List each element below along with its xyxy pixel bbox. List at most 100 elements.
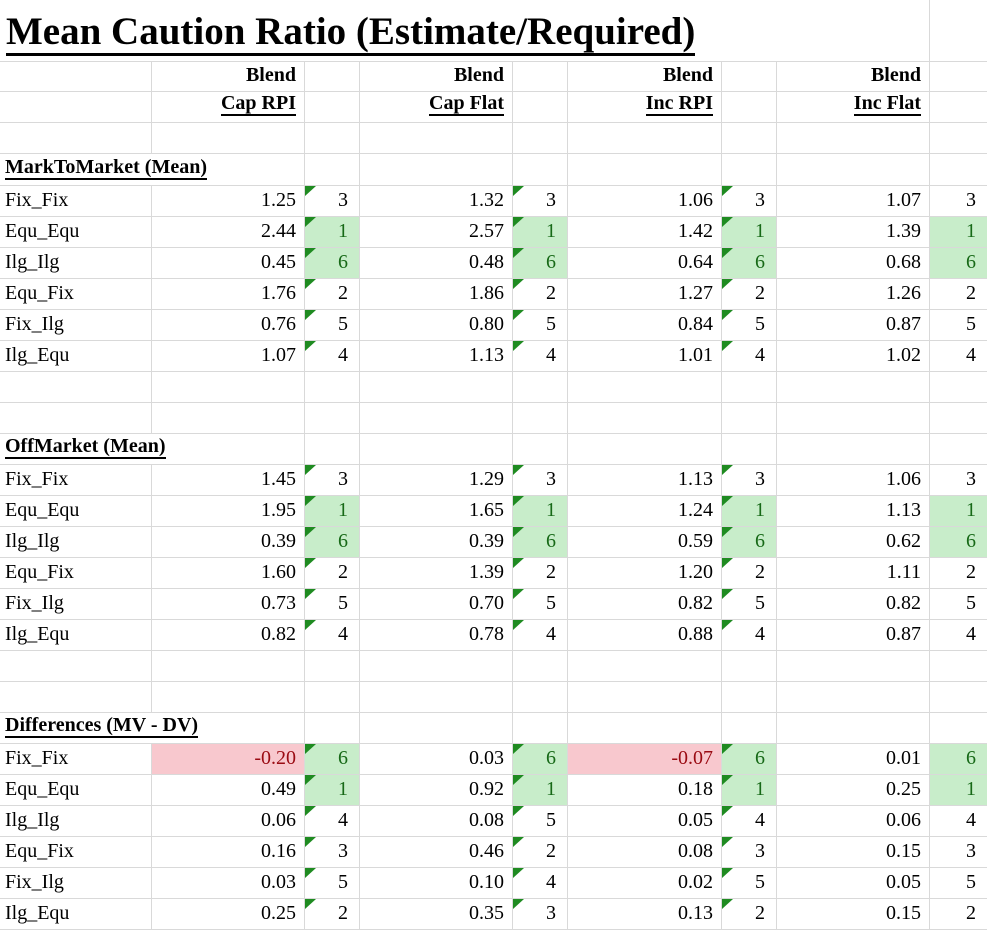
spreadsheet-cell[interactable]: [722, 403, 777, 434]
rank-cell[interactable]: 2: [305, 899, 360, 930]
rank-cell[interactable]: 3: [722, 465, 777, 496]
row-label-cell[interactable]: Fix_Ilg: [0, 868, 152, 899]
value-cell[interactable]: 0.10: [360, 868, 513, 899]
spreadsheet-cell[interactable]: [777, 372, 930, 403]
value-cell[interactable]: 0.76: [152, 310, 305, 341]
rank-cell[interactable]: 5: [305, 868, 360, 899]
rank-cell[interactable]: 5: [305, 310, 360, 341]
spreadsheet-cell[interactable]: [305, 713, 360, 744]
row-label-cell[interactable]: Equ_Equ: [0, 775, 152, 806]
rank-cell[interactable]: 2: [930, 279, 987, 310]
value-cell[interactable]: 1.25: [152, 186, 305, 217]
value-cell[interactable]: 0.18: [568, 775, 722, 806]
rank-cell[interactable]: 2: [513, 279, 568, 310]
column-name-header-cell[interactable]: Cap RPI: [152, 92, 305, 123]
value-cell[interactable]: 0.84: [568, 310, 722, 341]
row-label-cell[interactable]: Fix_Fix: [0, 186, 152, 217]
section-header-cell[interactable]: OffMarket (Mean): [0, 434, 305, 465]
rank-cell[interactable]: 5: [722, 589, 777, 620]
spreadsheet-cell[interactable]: [0, 403, 152, 434]
spreadsheet-cell[interactable]: [930, 651, 987, 682]
spreadsheet-cell[interactable]: [930, 682, 987, 713]
spreadsheet-cell[interactable]: [777, 154, 930, 186]
spreadsheet-cell[interactable]: [513, 651, 568, 682]
value-cell[interactable]: 0.39: [360, 527, 513, 558]
row-label-cell[interactable]: Ilg_Equ: [0, 899, 152, 930]
value-cell[interactable]: 0.73: [152, 589, 305, 620]
column-group-header-cell[interactable]: Blend: [777, 62, 930, 92]
row-label-cell[interactable]: Ilg_Equ: [0, 620, 152, 651]
rank-cell[interactable]: 3: [513, 899, 568, 930]
spreadsheet-cell[interactable]: [777, 651, 930, 682]
row-label-cell[interactable]: Fix_Ilg: [0, 310, 152, 341]
rank-cell[interactable]: 3: [930, 465, 987, 496]
value-cell[interactable]: 1.86: [360, 279, 513, 310]
spreadsheet-cell[interactable]: [722, 123, 777, 154]
row-label-cell[interactable]: Ilg_Ilg: [0, 806, 152, 837]
rank-cell[interactable]: 6: [513, 248, 568, 279]
spreadsheet-cell[interactable]: [152, 651, 305, 682]
spreadsheet-cell[interactable]: [777, 713, 930, 744]
rank-cell[interactable]: 3: [722, 837, 777, 868]
value-cell[interactable]: 0.02: [568, 868, 722, 899]
value-cell[interactable]: 0.46: [360, 837, 513, 868]
rank-cell[interactable]: 6: [722, 744, 777, 775]
value-cell[interactable]: 0.80: [360, 310, 513, 341]
value-cell[interactable]: 1.95: [152, 496, 305, 527]
spreadsheet-cell[interactable]: [722, 372, 777, 403]
value-cell[interactable]: 0.64: [568, 248, 722, 279]
rank-cell[interactable]: 1: [930, 775, 987, 806]
value-cell[interactable]: 0.35: [360, 899, 513, 930]
value-cell[interactable]: 1.13: [777, 496, 930, 527]
spreadsheet-cell[interactable]: [568, 651, 722, 682]
value-cell[interactable]: 1.65: [360, 496, 513, 527]
spreadsheet-cell[interactable]: [305, 403, 360, 434]
spreadsheet-cell[interactable]: [360, 651, 513, 682]
rank-cell[interactable]: 1: [722, 775, 777, 806]
rank-cell[interactable]: 2: [930, 899, 987, 930]
value-cell[interactable]: 0.87: [777, 310, 930, 341]
row-label-cell[interactable]: Ilg_Ilg: [0, 527, 152, 558]
value-cell[interactable]: 1.07: [152, 341, 305, 372]
spreadsheet-cell[interactable]: [513, 372, 568, 403]
spreadsheet-cell[interactable]: [305, 154, 360, 186]
value-cell[interactable]: 0.92: [360, 775, 513, 806]
value-cell[interactable]: 1.13: [360, 341, 513, 372]
spreadsheet-cell[interactable]: [722, 713, 777, 744]
rank-cell[interactable]: 2: [513, 558, 568, 589]
spreadsheet-cell[interactable]: [152, 682, 305, 713]
rank-cell[interactable]: 6: [305, 744, 360, 775]
spreadsheet-cell[interactable]: [513, 92, 568, 123]
spreadsheet-cell[interactable]: [305, 651, 360, 682]
spreadsheet-cell[interactable]: [722, 434, 777, 465]
value-cell[interactable]: 0.01: [777, 744, 930, 775]
rank-cell[interactable]: 6: [722, 248, 777, 279]
value-cell[interactable]: 1.26: [777, 279, 930, 310]
value-cell[interactable]: 1.06: [568, 186, 722, 217]
spreadsheet-cell[interactable]: [568, 403, 722, 434]
rank-cell[interactable]: 6: [513, 527, 568, 558]
rank-cell[interactable]: 1: [722, 496, 777, 527]
rank-cell[interactable]: 2: [513, 837, 568, 868]
row-label-cell[interactable]: Equ_Equ: [0, 217, 152, 248]
value-cell[interactable]: 0.68: [777, 248, 930, 279]
value-cell[interactable]: 1.32: [360, 186, 513, 217]
column-name-header-cell[interactable]: Cap Flat: [360, 92, 513, 123]
spreadsheet-cell[interactable]: [930, 403, 987, 434]
spreadsheet-cell[interactable]: [930, 0, 987, 62]
spreadsheet-cell[interactable]: [360, 403, 513, 434]
rank-cell[interactable]: 4: [722, 620, 777, 651]
value-cell[interactable]: 0.48: [360, 248, 513, 279]
spreadsheet-cell[interactable]: [722, 92, 777, 123]
value-cell[interactable]: 0.62: [777, 527, 930, 558]
rank-cell[interactable]: 3: [930, 837, 987, 868]
spreadsheet-cell[interactable]: [0, 651, 152, 682]
value-cell[interactable]: 0.15: [777, 837, 930, 868]
rank-cell[interactable]: 6: [930, 248, 987, 279]
value-cell[interactable]: 0.16: [152, 837, 305, 868]
rank-cell[interactable]: 6: [305, 248, 360, 279]
spreadsheet-cell[interactable]: [513, 682, 568, 713]
rank-cell[interactable]: 2: [305, 279, 360, 310]
spreadsheet-cell[interactable]: [930, 372, 987, 403]
spreadsheet-cell[interactable]: [568, 682, 722, 713]
